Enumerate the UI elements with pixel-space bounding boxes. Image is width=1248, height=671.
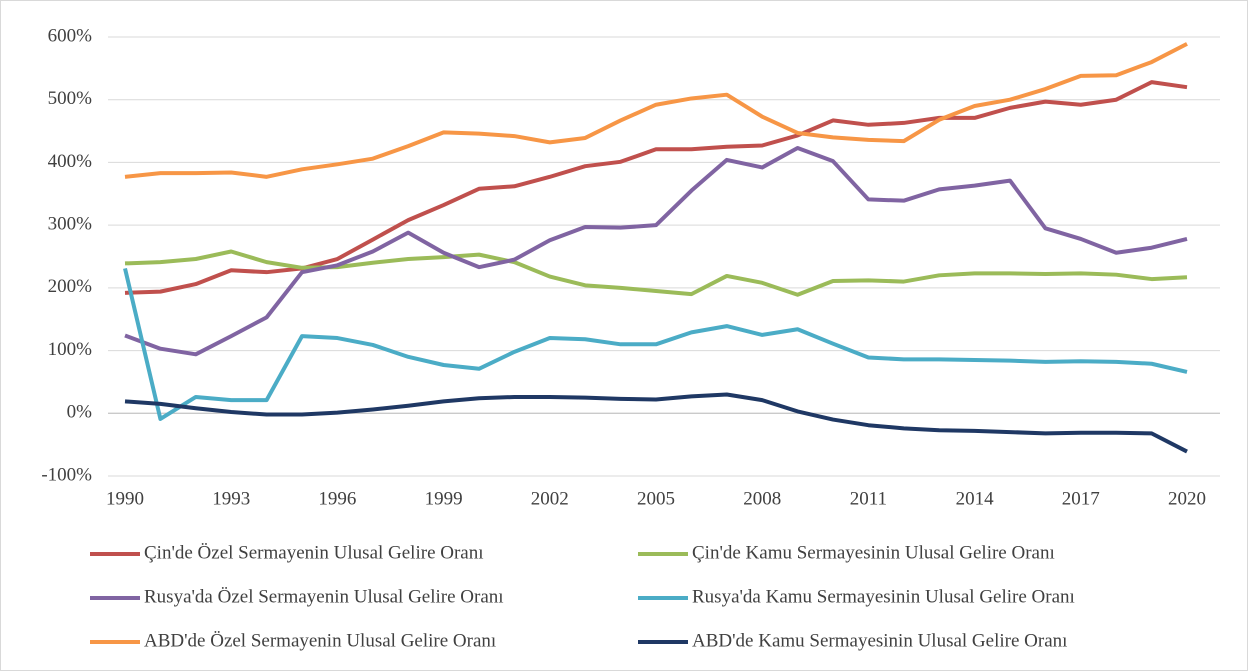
legend-label: ABD'de Kamu Sermayesinin Ulusal Gelire O… — [692, 630, 1067, 651]
y-tick-label: 600% — [48, 25, 93, 46]
x-tick-label: 2005 — [637, 488, 675, 509]
x-tick-label: 1996 — [318, 488, 356, 509]
series-line — [124, 146, 1188, 357]
series-line — [124, 249, 1188, 297]
x-tick-label: 1990 — [106, 488, 144, 509]
series-line — [123, 267, 1188, 421]
series-line — [124, 42, 1188, 179]
x-tick-label: 1999 — [425, 488, 463, 509]
legend-label: Rusya'da Kamu Sermayesinin Ulusal Gelire… — [692, 586, 1075, 607]
y-tick-label: 100% — [48, 339, 93, 360]
legend-label: Çin'de Kamu Sermayesinin Ulusal Gelire O… — [692, 542, 1055, 563]
legend-label: Rusya'da Özel Sermayenin Ulusal Gelire O… — [144, 586, 504, 607]
x-tick-label: 1993 — [212, 488, 250, 509]
y-tick-label: 500% — [48, 88, 93, 109]
y-tick-label: 0% — [67, 402, 93, 423]
legend-label: Çin'de Özel Sermayenin Ulusal Gelire Ora… — [144, 542, 484, 563]
x-tick-label: 2014 — [956, 488, 995, 509]
x-tick-label: 2017 — [1062, 488, 1100, 509]
y-tick-label: 300% — [48, 214, 93, 235]
x-tick-label: 2002 — [531, 488, 569, 509]
legend-label: ABD'de Özel Sermayenin Ulusal Gelire Ora… — [144, 630, 496, 651]
y-tick-label: 200% — [48, 276, 93, 297]
y-tick-label: -100% — [41, 464, 92, 485]
x-tick-label: 2008 — [743, 488, 781, 509]
x-tick-label: 2020 — [1168, 488, 1206, 509]
series-line — [124, 392, 1188, 454]
y-tick-label: 400% — [48, 151, 93, 172]
x-tick-label: 2011 — [850, 488, 887, 509]
